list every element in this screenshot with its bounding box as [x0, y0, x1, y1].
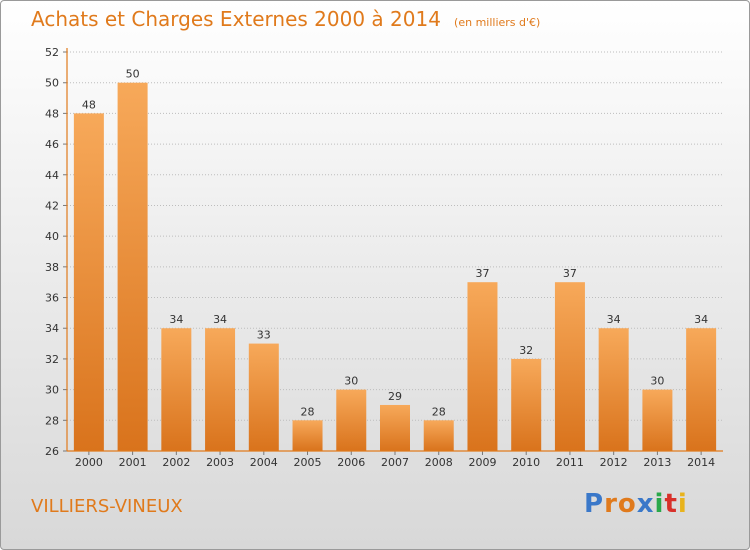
data-label: 30	[650, 375, 664, 388]
town-name: VILLIERS-VINEUX	[31, 496, 183, 517]
x-tick-label: 2013	[643, 456, 671, 469]
bar	[598, 328, 629, 451]
bar	[642, 389, 673, 451]
y-tick-label: 38	[45, 261, 59, 274]
bar	[423, 420, 454, 451]
data-label: 30	[344, 375, 358, 388]
bar	[336, 389, 367, 451]
data-label: 34	[694, 313, 708, 326]
y-tick-label: 52	[45, 46, 59, 59]
y-tick-label: 40	[45, 230, 59, 243]
x-tick-label: 2006	[337, 456, 365, 469]
chart-subtitle: (en milliers d'€)	[454, 16, 541, 29]
x-tick-label: 2010	[512, 456, 540, 469]
bar	[467, 282, 498, 451]
y-tick-label: 30	[45, 384, 59, 397]
x-tick-label: 2011	[556, 456, 584, 469]
bar	[511, 358, 542, 451]
data-label: 34	[213, 313, 227, 326]
y-tick-label: 32	[45, 353, 59, 366]
logo-letter: i	[654, 489, 665, 519]
data-label: 32	[519, 344, 533, 357]
logo-letter: t	[664, 489, 678, 519]
data-label: 28	[301, 405, 315, 418]
logo-letter: r	[604, 489, 618, 519]
y-tick-label: 50	[45, 77, 59, 90]
x-tick-label: 2001	[119, 456, 147, 469]
logo-letter: o	[617, 489, 637, 519]
y-tick-label: 44	[45, 169, 59, 182]
x-tick-label: 2003	[206, 456, 234, 469]
x-tick-label: 2008	[425, 456, 453, 469]
x-tick-label: 2012	[600, 456, 628, 469]
y-tick-label: 26	[45, 445, 59, 458]
bars	[73, 82, 717, 451]
y-tick-label: 36	[45, 292, 59, 305]
logo-letter: i	[677, 489, 688, 519]
bar	[161, 328, 192, 451]
data-label: 37	[475, 267, 489, 280]
bar	[686, 328, 717, 451]
y-tick-label: 42	[45, 199, 59, 212]
bar	[292, 420, 323, 451]
bar	[73, 113, 104, 451]
data-label: 50	[126, 68, 140, 81]
bar	[248, 343, 279, 451]
data-label: 29	[388, 390, 402, 403]
data-label: 33	[257, 329, 271, 342]
proxiti-logo[interactable]: Proxiti	[584, 489, 688, 519]
logo-letter: x	[636, 489, 655, 519]
data-label: 34	[607, 313, 621, 326]
data-label: 48	[82, 98, 96, 111]
x-tick-label: 2002	[162, 456, 190, 469]
title-row: Achats et Charges Externes 2000 à 2014 (…	[31, 7, 540, 31]
x-tick-label: 2007	[381, 456, 409, 469]
bar	[205, 328, 236, 451]
axes	[63, 48, 723, 455]
x-tick-label: 2014	[687, 456, 715, 469]
y-tick-label: 48	[45, 107, 59, 120]
data-label: 28	[432, 405, 446, 418]
bar	[380, 404, 410, 451]
x-tick-label: 2000	[75, 456, 103, 469]
x-tick-label: 2005	[294, 456, 322, 469]
x-tick-label: 2009	[468, 456, 496, 469]
y-tick-label: 34	[45, 322, 59, 335]
chart-title: Achats et Charges Externes 2000 à 2014	[31, 7, 441, 31]
y-tick-label: 28	[45, 414, 59, 427]
bar	[554, 282, 585, 451]
bar	[117, 82, 148, 451]
x-tick-label: 2004	[250, 456, 278, 469]
logo-letter: P	[584, 489, 605, 519]
data-label: 34	[169, 313, 183, 326]
y-tick-label: 46	[45, 138, 59, 151]
data-label: 37	[563, 267, 577, 280]
labels: 26 28 30 32 34 36 38 40 42 44 46 48 50 52 48 2000 50 2001…	[45, 46, 715, 469]
